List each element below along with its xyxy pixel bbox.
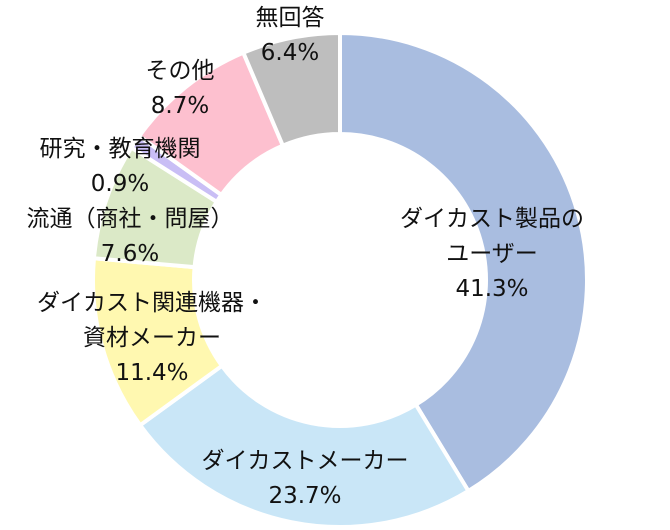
slice-value-label: 23.7% (268, 483, 341, 509)
slice-label: 流通（商社・問屋） (27, 206, 234, 232)
slice-value-label: 7.6% (101, 241, 159, 267)
slice-label: ダイカストメーカー (202, 448, 409, 474)
slice-value-label: 8.7% (151, 93, 209, 119)
donut-slice (138, 363, 471, 529)
slice-label: 資材メーカー (83, 325, 221, 351)
slice-label: ダイカスト製品の (400, 206, 584, 232)
slice-label: 無回答 (256, 5, 325, 31)
slice-value-label: 0.9% (91, 171, 149, 197)
donut-slice (241, 31, 342, 148)
slice-value-label: 11.4% (115, 360, 188, 386)
slice-label: 研究・教育機関 (40, 136, 201, 162)
slice-value-label: 41.3% (455, 276, 528, 302)
slice-label: ユーザー (446, 241, 538, 267)
slice-value-label: 6.4% (261, 40, 319, 66)
donut-slice (338, 31, 589, 494)
slice-label: ダイカスト関連機器・ (37, 290, 267, 316)
slice-label: その他 (146, 58, 215, 84)
